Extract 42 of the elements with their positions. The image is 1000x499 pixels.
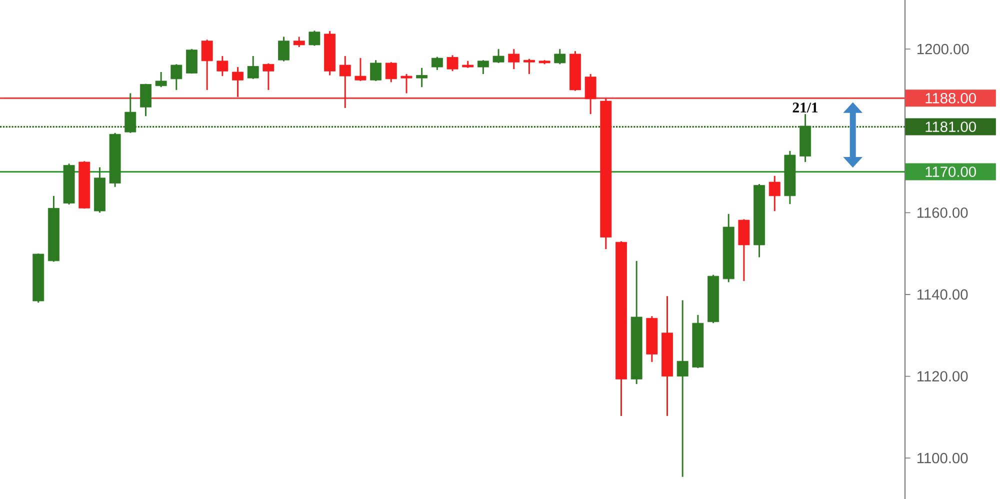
candlestick xyxy=(63,162,75,206)
candlestick xyxy=(462,60,474,69)
y-tick-label: 1140.00 xyxy=(917,289,968,300)
candlestick xyxy=(354,57,366,82)
candlestick xyxy=(262,62,274,91)
candlestick xyxy=(584,73,596,115)
candlestick xyxy=(692,314,704,369)
candlestick xyxy=(492,48,504,64)
ref-line-label: 1188.00 xyxy=(926,92,976,104)
candlestick xyxy=(446,54,458,72)
candlestick xyxy=(477,59,489,75)
candlestick xyxy=(676,299,688,478)
candlestick xyxy=(431,56,443,71)
candlestick xyxy=(538,59,550,65)
candlestick xyxy=(155,71,167,88)
candlestick xyxy=(630,260,642,385)
annotation: 21/1 xyxy=(792,102,818,113)
candlestick xyxy=(646,315,658,363)
candlestick xyxy=(170,63,182,91)
candlestick xyxy=(308,30,320,47)
candlestick xyxy=(554,48,566,65)
candlestick xyxy=(109,132,121,188)
candlestick xyxy=(293,36,305,48)
candlestick xyxy=(201,38,213,91)
candlestick xyxy=(416,67,428,88)
candlestick xyxy=(523,58,535,75)
candlestick xyxy=(784,150,796,205)
y-tick-label: 1200.00 xyxy=(917,44,969,54)
candlestick xyxy=(124,92,136,134)
y-tick-label: 1100.00 xyxy=(917,452,968,464)
ref-line-label: 1181.00 xyxy=(926,122,976,132)
candlestick xyxy=(232,66,244,98)
candlestick xyxy=(738,218,750,282)
candlestick xyxy=(508,48,520,70)
candlestick xyxy=(400,73,412,94)
y-tick-label: 1160.00 xyxy=(917,208,968,218)
candlestick xyxy=(385,61,397,83)
candlestick xyxy=(216,55,228,77)
candlestick xyxy=(370,59,382,82)
candlestick xyxy=(339,55,351,109)
y-tick-label: 1120.00 xyxy=(917,371,968,382)
ref-line-label: 1170.00 xyxy=(926,166,976,177)
